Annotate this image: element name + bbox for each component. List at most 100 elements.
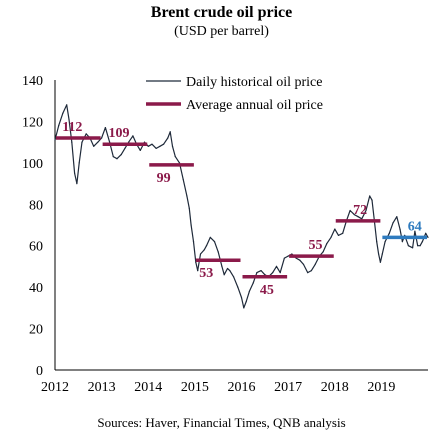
daily-price-point xyxy=(357,216,359,218)
daily-price-point xyxy=(334,228,336,230)
daily-price-point xyxy=(237,286,239,288)
x-tick-label: 2019 xyxy=(367,380,395,395)
legend-label-average: Average annual oil price xyxy=(186,98,323,113)
average-value-label: 45 xyxy=(260,283,274,298)
daily-price-point xyxy=(384,241,386,243)
daily-price-point xyxy=(124,147,126,149)
chart-source: Sources: Haver, Financial Times, QNB ana… xyxy=(97,415,346,430)
daily-price-point xyxy=(365,209,367,212)
daily-price-point xyxy=(369,195,371,197)
daily-price-point xyxy=(54,139,56,141)
y-tick-label: 60 xyxy=(29,240,43,255)
x-tick-label: 2016 xyxy=(228,380,256,395)
daily-price-point xyxy=(62,112,64,114)
average-value-label: 99 xyxy=(157,171,171,186)
daily-price-point xyxy=(203,249,205,251)
daily-price-point xyxy=(58,125,60,127)
daily-price-point xyxy=(186,195,188,197)
daily-price-point xyxy=(256,272,258,274)
daily-price-point xyxy=(414,230,416,232)
daily-price-point xyxy=(192,241,195,243)
daily-price-point xyxy=(378,253,380,255)
x-tick-label: 2017 xyxy=(274,380,302,395)
daily-price-point xyxy=(291,253,293,255)
legend: Daily historical oil price Average annual… xyxy=(146,75,323,113)
daily-price-point xyxy=(229,270,231,272)
daily-price-point xyxy=(143,141,146,143)
daily-price-point xyxy=(412,247,414,249)
daily-price-point xyxy=(349,209,351,212)
daily-price-point xyxy=(240,296,243,299)
average-value-label: 53 xyxy=(199,266,213,281)
average-value-label: 64 xyxy=(408,219,422,234)
y-tick-label: 40 xyxy=(29,281,43,296)
daily-price-point xyxy=(112,156,114,158)
tick-labels: 0 20 40 60 80 100 120 140 2012 2013 2014 2015 2016 20… xyxy=(22,74,395,395)
daily-price-point xyxy=(167,137,169,139)
daily-price-point xyxy=(93,145,95,147)
daily-price-point xyxy=(314,263,316,265)
y-tick-label: 20 xyxy=(29,323,43,338)
average-value-label: 55 xyxy=(308,238,322,253)
x-tick-label: 2018 xyxy=(321,380,349,395)
daily-price-point xyxy=(190,224,192,226)
chart-subtitle: (USD per barrel) xyxy=(174,24,269,39)
daily-price-point xyxy=(381,253,383,255)
daily-price-point xyxy=(307,272,309,274)
daily-price-point xyxy=(66,104,68,106)
daily-price-point xyxy=(109,141,111,143)
daily-price-point xyxy=(388,232,390,234)
daily-price-point xyxy=(396,216,398,218)
daily-price-point xyxy=(233,276,235,278)
daily-price-point xyxy=(361,218,363,220)
legend-label-daily: Daily historical oil price xyxy=(186,75,322,90)
daily-price-point xyxy=(171,145,174,147)
daily-price-point xyxy=(322,251,324,253)
daily-price-point xyxy=(128,141,130,143)
daily-price-point xyxy=(283,257,285,259)
daily-price-point xyxy=(85,133,87,135)
daily-price-point xyxy=(421,241,423,243)
daily-price-point xyxy=(279,272,281,274)
daily-price-point xyxy=(401,241,403,243)
chart-title: Brent crude oil price xyxy=(150,4,293,21)
daily-price-point xyxy=(310,270,312,272)
daily-price-point xyxy=(337,234,340,236)
daily-price-point xyxy=(287,255,289,257)
x-tick-label: 2014 xyxy=(134,380,162,395)
daily-price-point xyxy=(371,199,373,201)
y-tick-label: 100 xyxy=(22,157,43,172)
daily-price-point xyxy=(392,222,394,224)
average-value-label: 109 xyxy=(108,126,129,141)
x-tick-label: 2013 xyxy=(88,380,116,395)
y-tick-label: 140 xyxy=(22,74,43,89)
daily-price-point xyxy=(139,149,141,151)
daily-price-point xyxy=(221,265,223,267)
daily-price-point xyxy=(330,236,332,238)
x-tick-label: 2015 xyxy=(181,380,209,395)
daily-price-point xyxy=(272,272,274,274)
daily-price-point xyxy=(81,141,83,143)
daily-price-point xyxy=(74,172,76,174)
daily-price-point xyxy=(223,274,225,276)
daily-price-point xyxy=(427,236,429,238)
y-tick-label: 0 xyxy=(36,364,43,379)
daily-price-point xyxy=(147,145,149,147)
daily-price-point xyxy=(264,274,266,276)
daily-price-point xyxy=(205,245,208,247)
daily-price-point xyxy=(120,154,122,156)
daily-price-point xyxy=(101,137,103,139)
daily-price-point xyxy=(197,270,199,272)
daily-price-point xyxy=(243,307,245,309)
daily-price-point xyxy=(213,241,216,243)
daily-price-point xyxy=(217,251,219,253)
daily-price-point xyxy=(151,143,153,145)
daily-price-point xyxy=(376,241,378,243)
daily-price-point xyxy=(425,232,427,234)
daily-price-point xyxy=(252,282,254,284)
daily-price-point xyxy=(159,145,161,147)
daily-price-point xyxy=(188,207,190,209)
y-tick-label: 80 xyxy=(29,198,43,213)
y-tick-label: 120 xyxy=(22,115,43,130)
